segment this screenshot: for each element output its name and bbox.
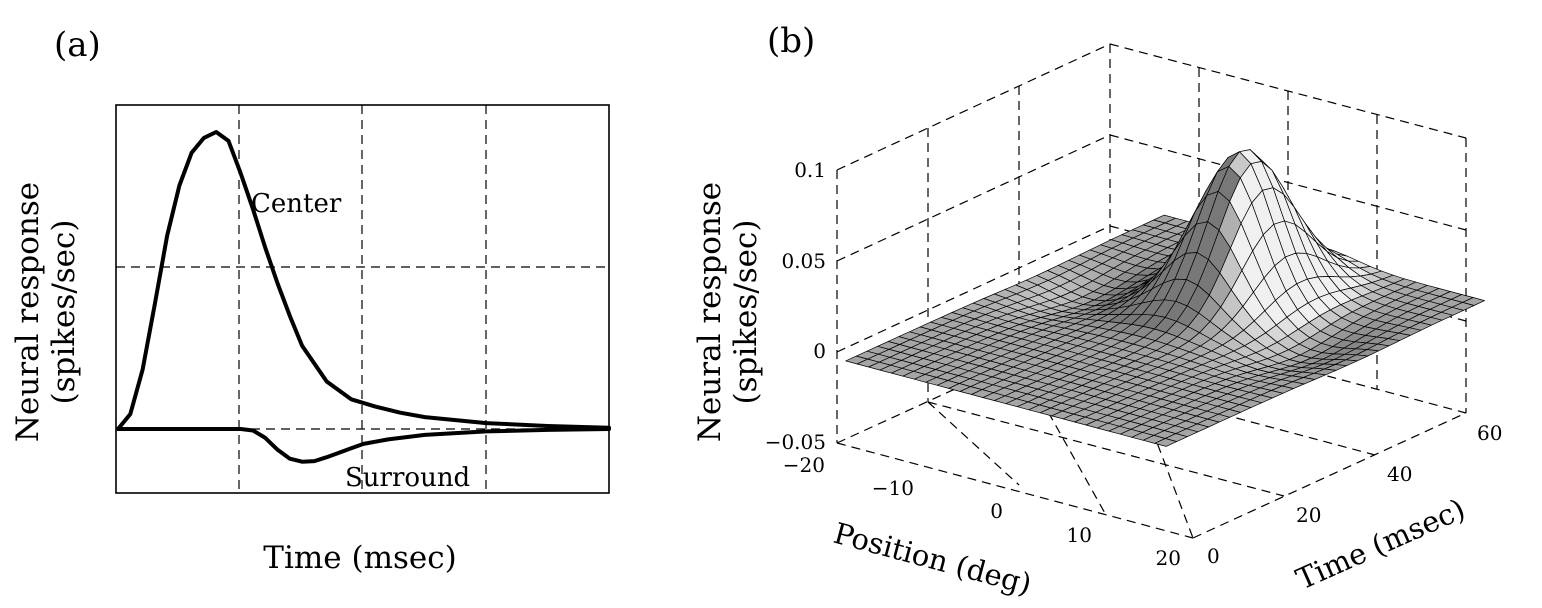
panel-b-z-axis-title-line2: (spikes/sec) xyxy=(728,220,764,405)
panel-a-y-axis-title-line2: (spikes/sec) xyxy=(46,220,82,405)
center-series-label: Center xyxy=(251,189,342,219)
response-surface xyxy=(845,149,1485,447)
panel-b-label: (b) xyxy=(767,21,815,61)
panel-b: (b) xyxy=(692,21,1502,601)
panel-b-position-tick-labels: −20 −10 0 10 20 xyxy=(783,453,1181,570)
position-tick-label: −20 xyxy=(783,453,825,477)
time-tick-label: 0 xyxy=(1207,544,1220,568)
panel-a-x-axis-title: Time (msec) xyxy=(263,540,456,576)
z-tick-label: 0 xyxy=(813,339,826,363)
surface-facet xyxy=(1154,438,1178,447)
surround-series-label: Surround xyxy=(345,463,470,493)
panel-a: (a) Center Surround Time (msec) Neural r… xyxy=(10,25,611,576)
z-tick-label: −0.05 xyxy=(765,430,826,454)
position-tick-label: −10 xyxy=(872,476,914,500)
time-tick-label: 60 xyxy=(1477,421,1502,445)
panel-b-z-tick-labels: 0.1 0.05 0 −0.05 xyxy=(765,158,826,454)
panel-a-label: (a) xyxy=(54,25,101,65)
time-tick-label: 20 xyxy=(1296,503,1321,527)
z-tick-label: 0.1 xyxy=(794,158,826,182)
time-tick-label: 40 xyxy=(1387,462,1412,486)
panel-a-gridlines xyxy=(116,105,609,493)
position-tick-label: 10 xyxy=(1067,523,1092,547)
panel-b-z-axis-title-line1: Neural response xyxy=(692,182,728,442)
center-response-line xyxy=(116,130,611,431)
z-tick-label: 0.05 xyxy=(781,249,826,273)
surround-response-line xyxy=(116,427,611,464)
panel-a-y-axis-title-line1: Neural response xyxy=(10,182,46,442)
panel-a-y-axis-title: Neural response (spikes/sec) xyxy=(10,182,82,442)
panel-b-position-axis-title: Position (deg) xyxy=(830,516,1035,601)
position-tick-label: 0 xyxy=(990,499,1003,523)
panel-b-time-tick-labels: 0 20 40 60 xyxy=(1207,421,1502,568)
position-tick-label: 20 xyxy=(1156,546,1181,570)
panel-b-z-axis-title: Neural response (spikes/sec) xyxy=(692,182,764,442)
panel-a-plot-frame xyxy=(115,104,610,494)
